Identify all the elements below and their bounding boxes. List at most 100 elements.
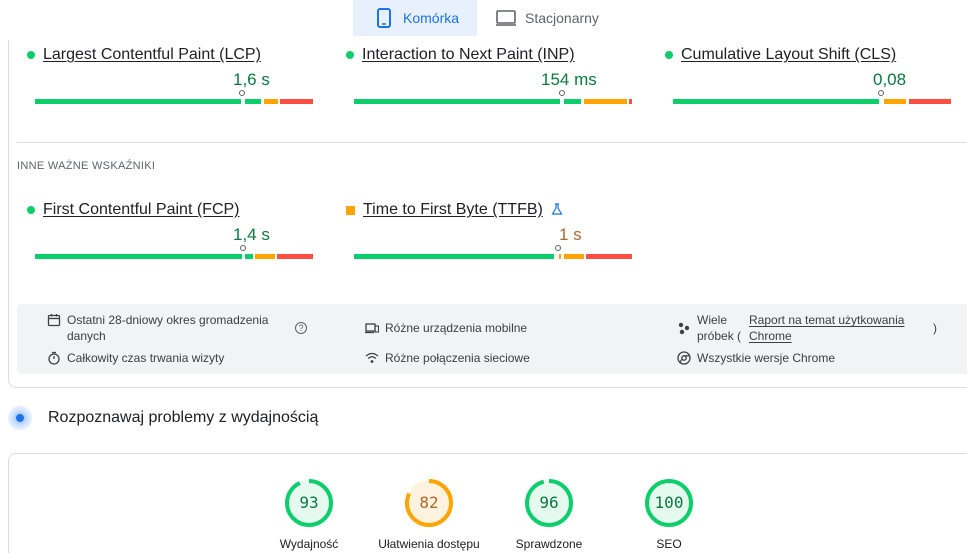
tab-desktop-label: Stacjonarny [525,10,599,26]
percentile-marker [878,90,884,104]
score-label: Sprawdzone [515,537,583,551]
good-status-dot [27,51,35,59]
score-ring: 82 [405,479,453,527]
info-network: Różne połączenia sieciowe [365,350,530,366]
good-segment [35,99,243,104]
info-period-text: Ostatni 28-dniowy okres gromadzenia dany… [67,313,269,343]
metric-inp: Interaction to Next Paint (INP) 154 ms [346,46,632,104]
good-status-dot [27,206,35,214]
metric-ttfb-distribution-bar [354,245,632,259]
metric-cls-distribution-bar [673,90,951,104]
core-web-vitals-card: Largest Contentful Paint (LCP) 1,6 s Int… [8,40,967,388]
percentile-marker [239,90,245,104]
metric-lcp-distribution-bar [35,90,313,104]
metric-fcp-value: 1,4 s [233,225,270,244]
average-segment-2 [564,254,584,259]
help-icon[interactable]: ? [295,322,307,334]
flask-icon[interactable] [551,202,563,218]
score-gauge-best-practices[interactable]: 96 Sprawdzone [489,478,609,551]
good-segment-2 [245,99,261,104]
percentile-marker [559,90,565,104]
score-gauge-seo[interactable]: 100 SEO [609,478,729,551]
poor-segment [277,254,313,259]
metric-ttfb-link[interactable]: Time to First Byte (TTFB) [363,201,543,218]
score-gauge-performance[interactable]: 93 Wydajność [249,478,369,551]
metric-inp-distribution-bar [354,90,632,104]
good-segment [35,254,242,259]
metric-ttfb: Time to First Byte (TTFB) 1 s [346,201,632,259]
score-value: 100 [655,493,684,512]
samples-icon [677,321,691,335]
good-segment [673,99,879,104]
score-gauge-accessibility[interactable]: 82 Ułatwienia dostępu [369,478,489,551]
smartphone-icon [373,7,395,29]
score-value: 82 [419,493,438,512]
info-samples-text: Wiele próbek ( [697,313,742,343]
metric-inp-link[interactable]: Interaction to Next Paint (INP) [362,46,575,63]
percentile-marker [240,245,246,259]
metric-fcp-link[interactable]: First Contentful Paint (FCP) [43,201,240,218]
percentile-marker [555,245,561,259]
tab-desktop[interactable]: Stacjonarny [495,0,599,36]
metric-ttfb-value: 1 s [559,225,582,244]
score-ring: 93 [285,479,333,527]
metric-lcp: Largest Contentful Paint (LCP) 1,6 s [27,46,313,104]
score-value: 96 [539,493,558,512]
good-segment-2 [245,254,253,259]
good-segment [354,99,560,104]
average-segment [884,99,906,104]
metric-lcp-link[interactable]: Largest Contentful Paint (LCP) [43,46,261,63]
info-samples-suffix: ) [933,321,937,335]
tab-mobile[interactable]: Komórka [353,0,477,36]
metric-cls: Cumulative Layout Shift (CLS) 0,08 [665,46,951,104]
data-collection-info: Ostatni 28-dniowy okres gromadzenia dany… [17,304,967,374]
timer-icon [47,351,61,365]
metric-fcp: First Contentful Paint (FCP) 1,4 s [27,201,313,259]
info-chrome-versions-text: Wszystkie wersje Chrome [697,351,836,365]
score-label: SEO [656,537,682,551]
metric-inp-value: 154 ms [541,70,597,89]
score-ring: 96 [525,479,573,527]
average-segment [264,99,278,104]
lighthouse-icon [8,406,32,430]
metric-fcp-distribution-bar [35,245,313,259]
section-divider [17,142,967,143]
desktop-icon [495,7,517,29]
metric-cls-value: 0,08 [873,70,907,89]
chrome-icon [677,351,691,365]
average-segment [584,99,627,104]
poor-segment [586,254,632,259]
average-status-square [346,205,355,215]
diagnose-title: Rozpoznawaj problemy z wydajnością [48,409,319,426]
info-duration-text: Całkowity czas trwania wizyty [67,351,225,365]
average-segment [255,254,275,259]
good-status-dot [665,51,673,59]
info-chrome-versions: Wszystkie wersje Chrome [677,350,835,366]
lighthouse-scores-card: 93 Wydajność 82 Ułatwienia dostępu 96 Sp… [8,453,967,553]
tab-mobile-label: Komórka [403,10,460,26]
good-segment-2 [564,99,581,104]
devices-icon [365,321,380,335]
average-segment [557,254,561,259]
info-devices: Różne urządzenia mobilne [365,320,527,336]
poor-segment [629,99,632,104]
info-period: Ostatni 28-dniowy okres gromadzenia dany… [47,312,307,344]
metric-lcp-value: 1,6 s [233,70,270,89]
poor-segment [909,99,951,104]
score-ring: 100 [645,479,693,527]
metric-cls-link[interactable]: Cumulative Layout Shift (CLS) [681,46,897,63]
device-tabs: Komórka Stacjonarny [0,0,967,40]
score-label: Ułatwienia dostępu [378,537,480,551]
score-label: Wydajność [279,537,339,551]
info-samples: Wiele próbek ( Raport na temat użytkowan… [677,312,937,344]
other-metrics-heading: INNE WAŻNE WSKAŹNIKI [17,160,156,172]
calendar-icon [47,313,61,327]
poor-segment [280,99,313,104]
chrome-ux-report-link[interactable]: Raport na temat użytkowania Chrome [749,313,905,343]
good-status-dot [346,51,354,59]
diagnose-heading: Rozpoznawaj problemy z wydajnością [8,406,318,430]
info-duration: Całkowity czas trwania wizyty [47,350,224,366]
info-devices-text: Różne urządzenia mobilne [385,321,528,335]
good-segment [354,254,554,259]
wifi-icon [365,351,379,365]
